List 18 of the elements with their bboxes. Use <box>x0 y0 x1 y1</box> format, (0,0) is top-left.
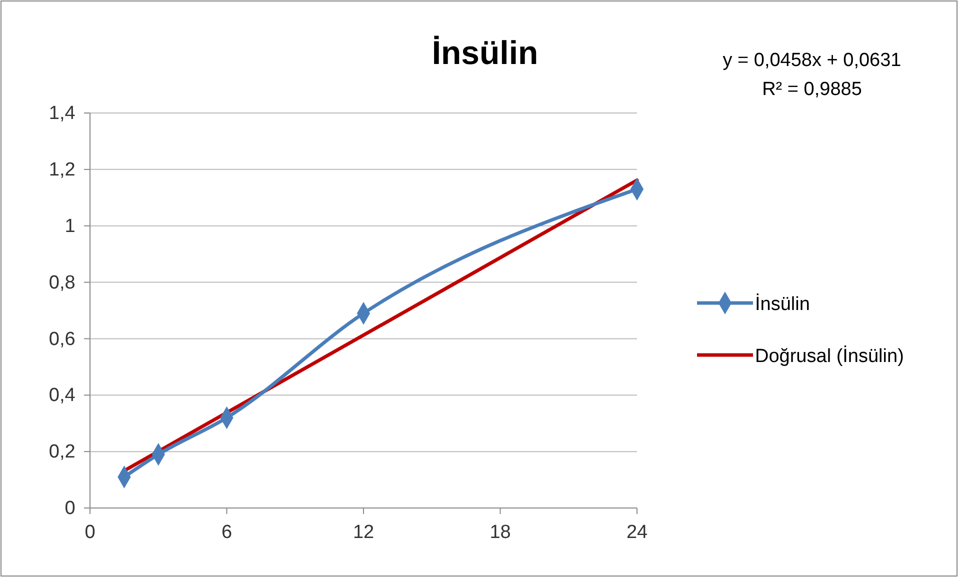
y-tick-label: 1,2 <box>48 160 76 181</box>
y-tick-label: 1,4 <box>48 103 76 124</box>
y-tick-label: 0,2 <box>48 442 76 463</box>
chart-title: İnsülin <box>432 34 538 71</box>
text: R² = 0,9885 <box>762 79 862 100</box>
x-tick-label: 18 <box>490 522 511 543</box>
x-tick-label: 0 <box>84 522 96 543</box>
x-tick-label: 12 <box>352 522 374 543</box>
x-tick-label: 6 <box>221 522 232 543</box>
y-tick-label: 1 <box>64 216 76 237</box>
x-tick-label: 24 <box>626 522 648 543</box>
legend-label: İnsülin <box>755 293 810 315</box>
y-tick-label: 0,4 <box>48 385 76 406</box>
legend-label: Doğrusal (İnsülin) <box>755 345 904 367</box>
y-tick-label: 0,6 <box>48 328 76 350</box>
y-tick-label: 0 <box>64 498 76 520</box>
y-tick-label: 0,8 <box>48 272 76 294</box>
text: y = 0,0458x + 0,0631 <box>722 50 902 71</box>
